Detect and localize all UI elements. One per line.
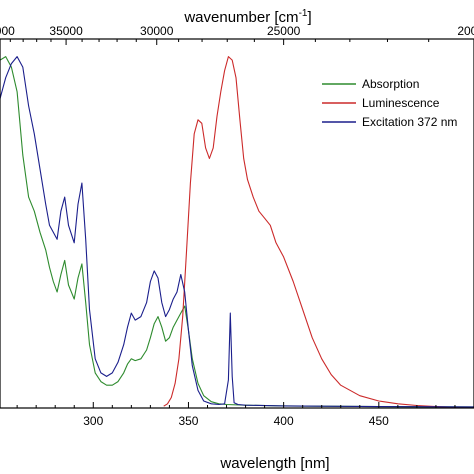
series-line-1 (0, 56, 474, 408)
x2-tick-label: 35000 (49, 24, 83, 38)
x2-tick-label: 40000 (0, 24, 15, 38)
x-tick-label: 350 (178, 414, 198, 428)
x2-tick-label: 25000 (267, 24, 301, 38)
legend-label-3: Excitation 372 nm (362, 115, 457, 129)
plot-area (0, 56, 474, 409)
x-tick-label: 300 (83, 414, 103, 428)
legend: Absorption Luminescence Excitation 372 nm (322, 77, 457, 129)
plot-frame (0, 38, 474, 409)
top-axis-title: wavenumber [cm-1] (183, 8, 311, 26)
legend-label-2: Luminescence (362, 96, 440, 110)
x-tick-label: 450 (369, 414, 389, 428)
x-tick-label: 400 (274, 414, 294, 428)
series-line-3 (0, 56, 474, 408)
legend-label-1: Absorption (362, 77, 419, 91)
bottom-axis-ticks: 300 350 400 450 (16, 402, 456, 428)
x-axis-title: wavelength [nm] (219, 455, 329, 472)
x2-tick-label: 30000 (140, 24, 174, 38)
top-axis-ticks: 40000 35000 30000 25000 20000 (0, 24, 474, 45)
x2-tick-label: 20000 (457, 24, 474, 38)
series-line-2 (163, 56, 474, 409)
